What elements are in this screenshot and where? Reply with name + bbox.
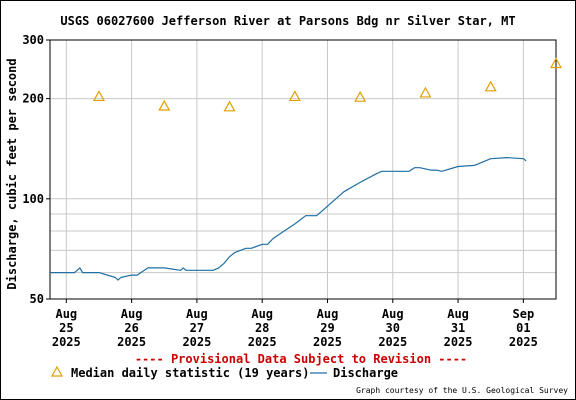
median-marker [419,86,432,98]
discharge-series [50,157,527,281]
y-tick-label: 50 [30,292,44,306]
grid-lines [50,39,556,299]
y-tick-labels: 50 100 200 300 [22,33,50,306]
legend-discharge-label: Discharge [333,366,398,380]
median-marker [158,99,171,111]
discharge-line [50,157,527,281]
x-tick-label: Aug 31 2025 [444,307,473,349]
y-tick-label: 100 [22,192,44,206]
x-tick-label: Aug 29 2025 [313,307,342,349]
x-tick-label: Aug 28 2025 [248,307,277,349]
provisional-note: ---- Provisional Data Subject to Revisio… [135,352,467,366]
plot-area [49,39,557,300]
chart-title: USGS 06027600 Jefferson River at Parsons… [60,14,515,28]
median-marker [288,90,301,102]
legend-median-marker [50,365,64,377]
x-tick-label: Aug 30 2025 [378,307,407,349]
x-tick-label: Aug 27 2025 [182,307,211,349]
median-marker [223,100,236,112]
median-marker [92,90,105,102]
x-tick-label: Aug 25 2025 [52,307,81,349]
median-marker [484,80,497,92]
legend: Median daily statistic (19 years) Discha… [50,365,398,380]
y-tick-label: 300 [22,33,44,47]
legend-median-label: Median daily statistic (19 years) [71,366,309,380]
y-tick-label: 200 [22,92,44,106]
median-marker [549,57,563,69]
x-tick-label: Sep 01 2025 [509,307,538,349]
median-marker [354,90,367,102]
median-series [92,57,563,112]
x-tick-label: Aug 26 2025 [117,307,146,349]
x-tick-labels: Aug 25 2025 Aug 26 2025 Aug 27 2025 Aug 28 2025 Aug 2… [52,299,538,349]
y-axis-label: Discharge, cubic feet per second [5,58,19,289]
credit-text: Graph courtesy of the U.S. Geological Su… [356,386,568,395]
